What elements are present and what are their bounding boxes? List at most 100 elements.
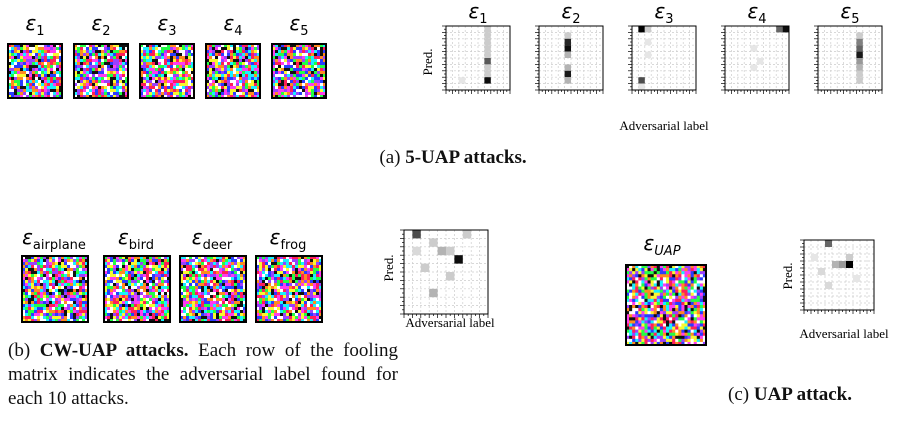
noise-pixel (83, 74, 86, 77)
noise-pixel (280, 313, 283, 316)
noise-pixel (292, 283, 295, 286)
noise-pixel (239, 62, 242, 65)
noise-pixel (73, 304, 76, 307)
noise-pixel (170, 77, 173, 80)
noise-pixel (654, 290, 657, 293)
noise-pixel (212, 50, 215, 53)
noise-pixel (104, 56, 107, 59)
noise-pixel (317, 74, 320, 77)
noise-pixel (76, 268, 79, 271)
noise-pixel (146, 283, 149, 286)
noise-pixel (128, 301, 131, 304)
noise-pixel (283, 265, 286, 268)
noise-pixel (149, 71, 152, 74)
noise-pixel (314, 50, 317, 53)
noise-pixel (143, 313, 146, 316)
noise-pixel (301, 280, 304, 283)
noise-pixel (684, 268, 687, 271)
noise-pixel (176, 89, 179, 92)
noise-pixel (691, 268, 694, 271)
noise-pixel (189, 295, 192, 298)
noise-pixel (53, 53, 56, 56)
noise-pixel (209, 74, 212, 77)
noise-pixel (29, 50, 32, 53)
noise-pixel (212, 71, 215, 74)
noise-pixel (146, 280, 149, 283)
noise-pixel (49, 289, 52, 292)
noise-pixel (641, 327, 644, 330)
noise-pixel (286, 316, 289, 319)
noise-pixel (635, 314, 638, 317)
noise-pixel (688, 320, 691, 323)
noise-pixel (638, 280, 641, 283)
noise-pixel (155, 89, 158, 92)
noise-pixel (320, 80, 323, 83)
noise-pixel (189, 304, 192, 307)
noise-pixel (320, 53, 323, 56)
noise-pixel (182, 80, 185, 83)
noise-pixel (654, 320, 657, 323)
noise-pixel (280, 298, 283, 301)
noise-pixel (80, 74, 83, 77)
noise-pixel (644, 330, 647, 333)
noise-pixel (286, 307, 289, 310)
noise-pixel (204, 259, 207, 262)
noise-pixel (675, 320, 678, 323)
noise-pixel (218, 62, 221, 65)
noise-pixel (47, 62, 50, 65)
noise-pixel (119, 68, 122, 71)
noise-pixel (17, 80, 20, 83)
noise-pixel (52, 307, 55, 310)
noise-pixel (198, 274, 201, 277)
epsilon-label: ε1 (468, 0, 487, 27)
noise-pixel (268, 301, 271, 304)
noise-pixel (666, 274, 669, 277)
noise-pixel (307, 307, 310, 310)
noise-pixel (125, 292, 128, 295)
noise-pixel (298, 280, 301, 283)
noise-pixel (173, 71, 176, 74)
noise-pixel (182, 47, 185, 50)
noise-pixel (188, 83, 191, 86)
noise-pixel (20, 71, 23, 74)
noise-pixel (216, 301, 219, 304)
noise-pixel (657, 314, 660, 317)
noise-pixel (700, 336, 703, 339)
noise-pixel (301, 313, 304, 316)
noise-pixel (49, 265, 52, 268)
noise-pixel (186, 268, 189, 271)
noise-pixel (293, 86, 296, 89)
noise-pixel (280, 292, 283, 295)
noise-pixel (240, 277, 243, 280)
noise-pixel (149, 80, 152, 83)
noise-pixel (275, 83, 278, 86)
epsilon-label: ε5 (840, 0, 859, 27)
noise-pixel (251, 59, 254, 62)
noise-pixel (654, 296, 657, 299)
noise-pixel (317, 65, 320, 68)
noise-pixel (192, 271, 195, 274)
noise-pixel (195, 301, 198, 304)
noise-pixel (221, 65, 224, 68)
noise-pixel (310, 274, 313, 277)
noise-pixel (311, 71, 314, 74)
noise-pixel (110, 89, 113, 92)
noise-pixel (55, 283, 58, 286)
noise-pixel (684, 336, 687, 339)
noise-pixel (116, 80, 119, 83)
noise-pixel (25, 289, 28, 292)
noise-pixel (70, 301, 73, 304)
noise-pixel (58, 286, 61, 289)
noise-pixel (284, 53, 287, 56)
noise-pixel (317, 89, 320, 92)
noise-pixel (101, 80, 104, 83)
noise-pixel (64, 304, 67, 307)
noise-pixel (225, 307, 228, 310)
noise-pixel (292, 301, 295, 304)
noise-pixel (219, 310, 222, 313)
noise-pixel (228, 310, 231, 313)
noise-pixel (254, 77, 257, 80)
noise-pixel (286, 304, 289, 307)
noise-pixel (113, 83, 116, 86)
noise-pixel (92, 74, 95, 77)
